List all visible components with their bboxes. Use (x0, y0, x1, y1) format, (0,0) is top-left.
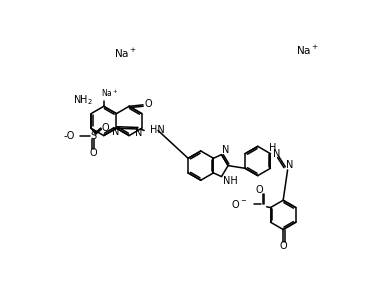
Text: NH: NH (223, 176, 238, 186)
Text: Na$^+$: Na$^+$ (114, 47, 137, 60)
Text: N: N (286, 160, 294, 170)
Text: S: S (91, 131, 97, 141)
Text: NH$_2$: NH$_2$ (73, 93, 93, 107)
Text: N: N (135, 128, 143, 138)
Text: O: O (102, 123, 109, 133)
Text: Na$^+$: Na$^+$ (101, 87, 119, 99)
Text: HN: HN (150, 125, 165, 136)
Text: -O: -O (64, 131, 75, 141)
Text: N: N (222, 145, 230, 155)
Text: Na$^+$: Na$^+$ (296, 43, 318, 57)
Text: O: O (90, 148, 97, 158)
Text: H: H (269, 143, 276, 153)
Text: O: O (279, 241, 287, 251)
Text: N: N (112, 127, 119, 137)
Text: O: O (145, 99, 152, 109)
Text: N: N (273, 149, 280, 159)
Text: O: O (256, 185, 263, 195)
Text: O$^-$: O$^-$ (231, 198, 247, 210)
